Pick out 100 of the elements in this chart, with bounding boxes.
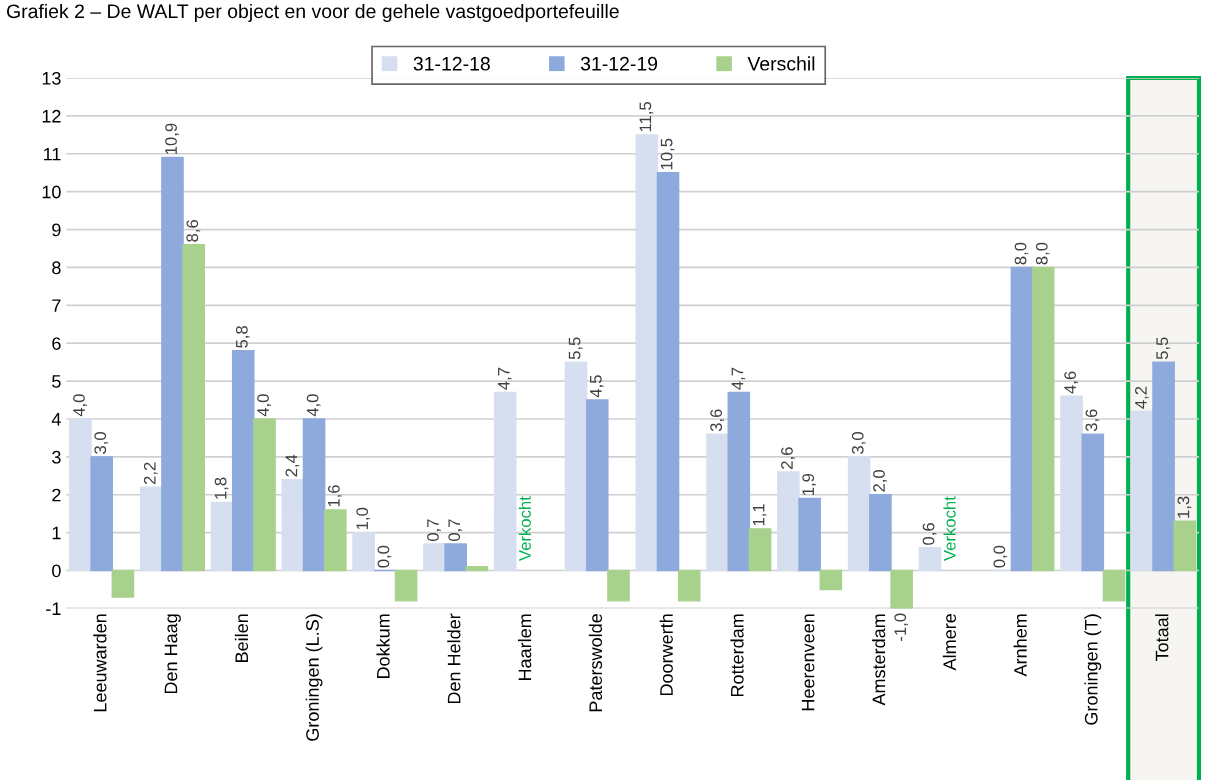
y-tick-label: 9 [52,223,61,237]
data-label: 0,0 [377,545,392,568]
data-label: 4,6 [1064,371,1078,394]
data-label: 2,4 [285,454,300,477]
x-tick-label: Haarlem [518,614,532,680]
bar [281,478,305,572]
x-tick-label: Totaal [1155,614,1169,662]
x-tick-label: Almere [942,614,957,671]
bar [394,569,418,602]
bar [918,547,942,572]
data-label: 10,5 [660,138,675,170]
data-label: -1,0 [894,613,909,641]
x-tick-label: Rotterdam [730,614,744,697]
x-tick-label: Amsterdam [871,614,886,706]
bar [1102,569,1126,602]
bar [677,569,701,602]
bar [302,418,326,572]
legend-label: 31-12-18 [413,56,490,71]
data-label: 4,2 [1135,386,1149,409]
data-label: 3,6 [710,409,725,432]
data-label: 0,0 [993,545,1008,568]
data-label: 4,0 [306,394,321,417]
data-label: 11,5 [639,102,654,132]
bar [111,569,135,598]
data-label: 8,6 [186,219,201,242]
bar [748,528,772,572]
data-label: 1,1 [752,504,767,526]
y-tick-label: 12 [42,109,61,123]
data-label: 4,0 [73,394,87,417]
data-label: 2,0 [873,469,887,492]
data-label: 3,0 [851,432,866,454]
data-label: 0,7 [427,519,441,542]
bar [352,531,375,572]
y-tick-label: 6 [52,337,61,350]
bar [1081,433,1105,572]
data-label: 5,8 [235,326,250,348]
y-tick-label: 1 [52,526,61,540]
bar [323,509,347,572]
bar [890,569,913,609]
data-label: 5,5 [568,337,583,360]
x-tick-label: Arnhem [1013,614,1027,677]
bar [182,244,206,572]
bar [635,134,659,572]
y-tick-label: 3 [52,450,61,464]
bar [69,418,92,572]
legend-label: 31-12-19 [580,56,658,71]
y-tick-label: 10 [42,185,61,199]
x-tick-label: Doorwerth [659,614,673,696]
x-tick-label: Heerenveen [801,614,815,711]
bar [706,433,729,572]
y-tick-label: 5 [52,375,61,388]
bar [869,494,892,572]
bar [423,543,446,572]
legend-label: Verschil [747,56,815,71]
data-label: 5,5 [1156,337,1171,360]
x-tick-label: Groningen (L.S) [305,614,323,741]
x-tick-label: Den Haag [164,614,181,694]
y-tick-label: 2 [52,488,61,502]
bar [210,501,234,572]
x-tick-label: Paterswolde [588,614,603,712]
data-label: 1,6 [327,485,342,507]
y-tick-label: 7 [52,299,61,312]
chart-title: Grafiek 2 – De WALT per object en voor de gehele vastgoedportefeuille [7,3,619,23]
bar [585,399,609,572]
data-label: 4,0 [257,394,271,417]
data-label: 4,7 [498,367,512,390]
bar [727,391,751,572]
bar [1131,410,1154,572]
data-label: 4,5 [590,375,604,398]
bar [564,361,588,572]
bar [777,471,800,572]
bar [607,569,630,602]
data-label: 0,7 [448,519,463,542]
data-label: 8,0 [1035,242,1050,265]
bar [444,543,467,572]
x-tick-label: Dokkum [376,614,390,678]
data-label: 1,8 [214,477,229,499]
bar [1010,266,1034,572]
bar [253,418,276,572]
bar [819,569,843,591]
bar [1173,520,1197,572]
y-tick-label: 11 [44,147,61,161]
bar [90,456,113,572]
bar [493,391,517,572]
bar [1060,395,1083,572]
annotation: Verkocht [943,496,956,561]
data-label: 8,0 [1014,242,1029,265]
bar [847,456,871,572]
y-tick-label: -1 [46,602,61,615]
data-label: 3,6 [1085,409,1100,432]
annotation: Verkocht [518,496,531,561]
data-label: 0,6 [922,523,937,545]
bar [161,156,184,572]
data-label: 3,0 [94,432,109,454]
data-label: 10,9 [165,123,179,155]
y-tick-label: 4 [51,413,61,426]
bar [656,172,680,572]
x-tick-label: Groningen (T) [1084,614,1102,725]
x-tick-label: Beilen [234,614,249,662]
data-label: 1,3 [1177,496,1192,518]
